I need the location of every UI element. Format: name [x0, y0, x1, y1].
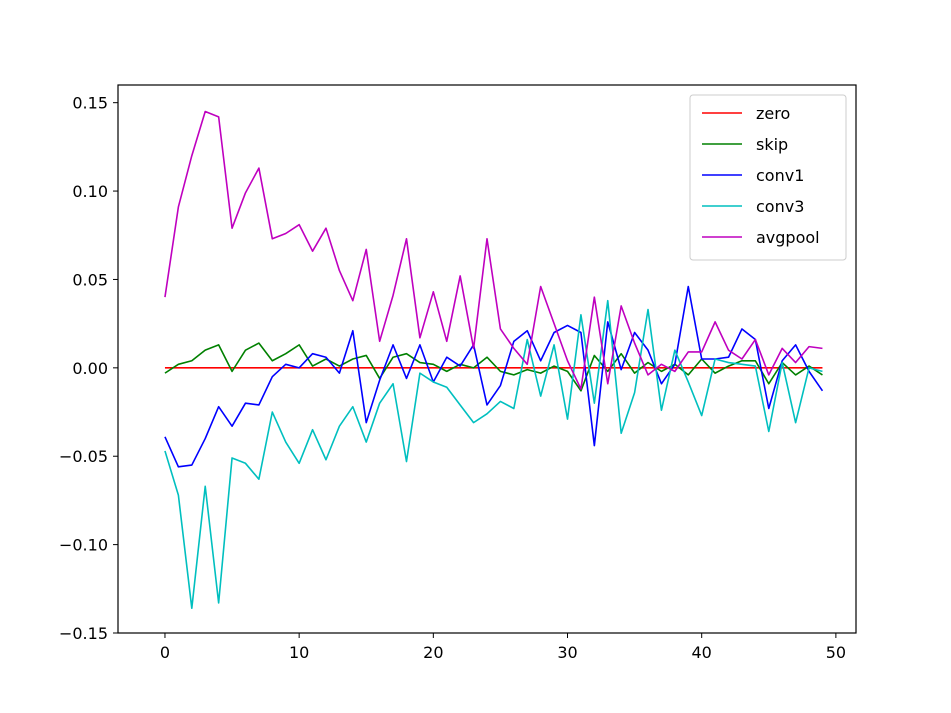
y-tick-label: 0.05 [72, 270, 108, 289]
y-tick-label: 0.15 [72, 94, 108, 113]
x-tick-label: 20 [423, 643, 443, 662]
legend-box [689, 94, 847, 261]
legend: zero skip conv1 conv3 avgpool [689, 94, 847, 261]
y-tick-label: −0.10 [59, 536, 108, 555]
x-tick-label: 40 [692, 643, 712, 662]
x-tick-label: 10 [289, 643, 309, 662]
legend-label-skip: skip [756, 135, 788, 154]
y-tick-label: −0.15 [59, 624, 108, 643]
legend-label-avgpool: avgpool [756, 228, 820, 247]
x-tick-label: 50 [826, 643, 846, 662]
plot-frame [117, 84, 857, 634]
y-tick-label: 0.00 [72, 359, 108, 378]
series-layer [164, 110, 824, 610]
y-axis: −0.15 −0.10 −0.05 0.00 0.05 0.10 0.15 [59, 94, 118, 643]
legend-label-conv3: conv3 [756, 197, 804, 216]
x-axis: 0 10 20 30 40 50 [160, 633, 846, 662]
x-tick-label: 30 [557, 643, 577, 662]
x-tick-label: 0 [160, 643, 170, 662]
series-line-conv1 [164, 285, 824, 468]
y-tick-label: 0.10 [72, 182, 108, 201]
series-line-conv3 [164, 299, 823, 610]
series-line-avgpool [164, 110, 823, 390]
legend-label-conv1: conv1 [756, 166, 804, 185]
y-tick-label: −0.05 [59, 447, 108, 466]
legend-label-zero: zero [756, 104, 790, 123]
